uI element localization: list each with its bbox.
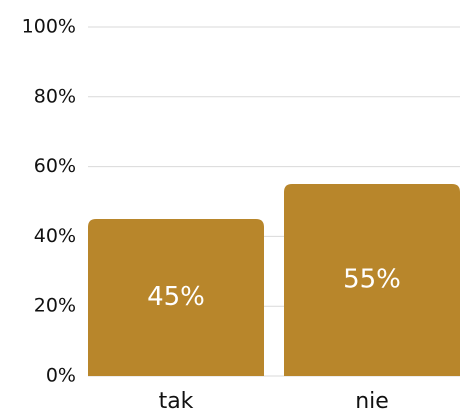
- y-tick-label: 20%: [34, 295, 76, 317]
- x-tick-label: tak: [159, 389, 194, 414]
- y-tick-label: 100%: [22, 16, 76, 38]
- value-label: 55%: [343, 265, 401, 295]
- x-tick-label: nie: [355, 389, 389, 414]
- bar: [284, 184, 460, 376]
- y-tick-label: 40%: [34, 225, 76, 247]
- y-tick-label: 0%: [46, 365, 76, 387]
- y-tick-label: 60%: [34, 155, 76, 177]
- value-label: 45%: [147, 282, 205, 312]
- bar: [88, 218, 264, 376]
- y-tick-label: 80%: [34, 85, 76, 107]
